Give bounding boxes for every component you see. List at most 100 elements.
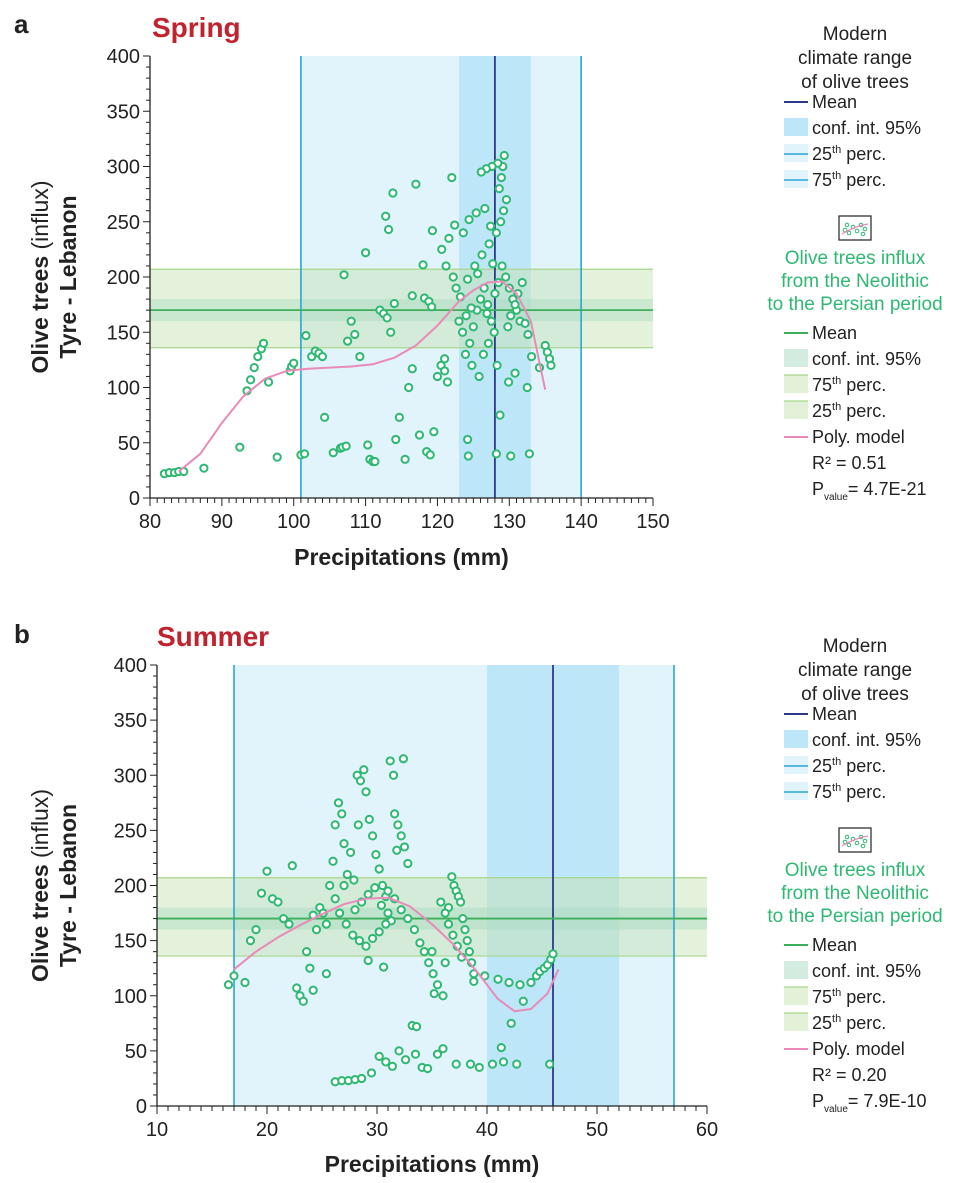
legend-r-squared: R² = 0.20 (812, 1065, 887, 1085)
legend-olive-perc75-sup: th (832, 375, 841, 387)
x-tick-label: 30 (366, 1119, 388, 1141)
data-point (414, 430, 425, 440)
legend-climate-heading: of olive trees (801, 72, 909, 93)
data-point (491, 449, 501, 459)
legend-plot-icon (838, 827, 872, 853)
data-point (407, 364, 417, 374)
data-point (469, 976, 479, 987)
data-point (427, 302, 437, 312)
legend-icon-point (844, 834, 850, 840)
legend-olive-heading: to the Persian period (767, 906, 942, 927)
x-tick-label: 150 (636, 511, 669, 533)
y-tick-label: 300 (107, 157, 140, 179)
legend-poly-model: Poly. model (812, 1039, 905, 1059)
data-point (403, 858, 413, 869)
data-point (425, 450, 435, 460)
legend-climate-perc25: 25th perc. (812, 144, 886, 164)
data-point (464, 947, 474, 957)
legend-climate-heading: Modern (823, 636, 887, 657)
legend-olive-mean-text: Mean (812, 323, 857, 343)
data-point (287, 861, 297, 871)
data-point (370, 883, 380, 893)
data-point (491, 228, 501, 238)
data-point (456, 897, 466, 907)
data-point (229, 971, 239, 981)
data-point (457, 327, 468, 337)
panel-letter: b (14, 619, 30, 649)
data-point (346, 316, 356, 326)
legend-climate-mean-text: Mean (812, 704, 857, 724)
data-point (363, 889, 373, 899)
data-point (321, 919, 331, 929)
legend-olive-ci-text: conf. int. 95% (812, 349, 921, 369)
data-points (223, 754, 558, 1087)
data-point (381, 1057, 391, 1067)
data-point (292, 983, 302, 993)
data-point (308, 985, 318, 995)
data-point (333, 798, 344, 808)
legend-swatch-climate-ci (784, 730, 808, 748)
data-point (526, 351, 537, 362)
data-point (284, 919, 294, 929)
legend-poly-model-text: Poly. model (812, 1039, 905, 1059)
data-point (478, 349, 489, 359)
data-point (460, 925, 470, 935)
data-point (465, 1059, 476, 1069)
data-point (361, 787, 371, 797)
x-axis-title: Precipitations (mm) (294, 544, 509, 570)
data-point (403, 913, 413, 924)
data-point (415, 938, 425, 948)
legend-olive-perc75-num: 75 (812, 375, 832, 395)
data-point (361, 941, 371, 951)
data-point (339, 270, 349, 280)
data-point (353, 820, 363, 830)
data-point (447, 872, 457, 882)
legend-swatch-climate-perc75 (784, 170, 808, 188)
legend-swatch-olive-perc75 (784, 987, 808, 1005)
legend-climate-mean: Mean (812, 92, 857, 112)
data-point (374, 927, 384, 937)
data-point (317, 351, 328, 362)
data-point (501, 195, 512, 205)
data-point (429, 427, 439, 437)
legend-olive-perc25-sup: th (832, 401, 841, 413)
data-point (462, 936, 472, 946)
legend-olive-perc25: 25th perc. (812, 401, 886, 421)
legend-swatch-climate-perc25 (784, 144, 808, 162)
data-point (443, 919, 454, 929)
data-point (440, 908, 450, 918)
data-point (506, 1018, 516, 1028)
data-point (526, 977, 536, 988)
data-point (330, 894, 340, 904)
data-point (390, 809, 400, 819)
y-axis-title-line1: Olive trees (influx) (27, 789, 53, 982)
data-point (272, 452, 282, 462)
y-tick-label: 400 (114, 655, 147, 677)
data-point (504, 977, 514, 988)
y-axis-title-normal: (influx) (27, 180, 53, 249)
legend-climate-ci: conf. int. 95% (812, 730, 921, 750)
data-point (386, 327, 396, 337)
y-tick-label: 150 (107, 322, 140, 344)
data-point (464, 214, 474, 225)
data-point (483, 338, 494, 348)
data-point (486, 221, 496, 231)
legend-olive-perc25-num: 25 (812, 1013, 832, 1033)
data-point (496, 1042, 506, 1053)
data-point (245, 936, 256, 946)
poly-model-curve (178, 280, 547, 473)
data-point (396, 905, 406, 915)
y-tick-label: 300 (114, 765, 147, 787)
data-point (407, 291, 417, 301)
legend-swatch-olive-ci (784, 961, 808, 979)
data-point (506, 451, 516, 461)
data-point (330, 820, 340, 830)
legend-climate-perc75-tail: perc. (841, 782, 886, 802)
data-point (341, 919, 351, 929)
data-point (335, 908, 345, 918)
data-point (258, 338, 269, 348)
chart-panel-b: 0 50 100 150 200 250 300 350 400 10 20 30 40 50 60 b Sum… (14, 619, 943, 1177)
data-point (388, 770, 399, 780)
x-tick-label: 130 (493, 511, 526, 533)
